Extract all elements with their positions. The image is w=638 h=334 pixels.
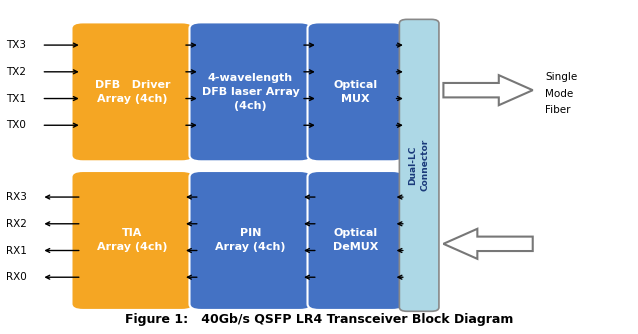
Text: Dual-LC
Connector: Dual-LC Connector (408, 139, 430, 191)
Text: TX1: TX1 (6, 94, 26, 104)
Text: RX2: RX2 (6, 219, 27, 229)
FancyBboxPatch shape (189, 22, 311, 161)
FancyBboxPatch shape (308, 171, 404, 310)
Text: RX1: RX1 (6, 245, 27, 256)
FancyBboxPatch shape (71, 171, 193, 310)
Text: TX2: TX2 (6, 67, 26, 77)
Polygon shape (443, 75, 533, 105)
Text: RX0: RX0 (6, 272, 27, 282)
FancyBboxPatch shape (399, 19, 439, 311)
Text: Optical
DeMUX: Optical DeMUX (333, 228, 378, 253)
Text: TIA
Array (4ch): TIA Array (4ch) (97, 228, 168, 253)
FancyBboxPatch shape (71, 22, 193, 161)
Text: Single
Mode
Fiber: Single Mode Fiber (545, 72, 578, 115)
Text: Optical
MUX: Optical MUX (334, 80, 378, 104)
Text: Figure 1:   40Gb/s QSFP LR4 Transceiver Block Diagram: Figure 1: 40Gb/s QSFP LR4 Transceiver Bl… (125, 313, 513, 326)
Polygon shape (443, 229, 533, 259)
FancyBboxPatch shape (189, 171, 311, 310)
Text: RX3: RX3 (6, 192, 27, 202)
Text: TX3: TX3 (6, 40, 26, 50)
Text: DFB   Driver
Array (4ch): DFB Driver Array (4ch) (94, 80, 170, 104)
FancyBboxPatch shape (308, 22, 404, 161)
Text: 4-wavelength
DFB laser Array
(4ch): 4-wavelength DFB laser Array (4ch) (202, 73, 299, 111)
Text: PIN
Array (4ch): PIN Array (4ch) (215, 228, 286, 253)
Text: TX0: TX0 (6, 120, 26, 130)
